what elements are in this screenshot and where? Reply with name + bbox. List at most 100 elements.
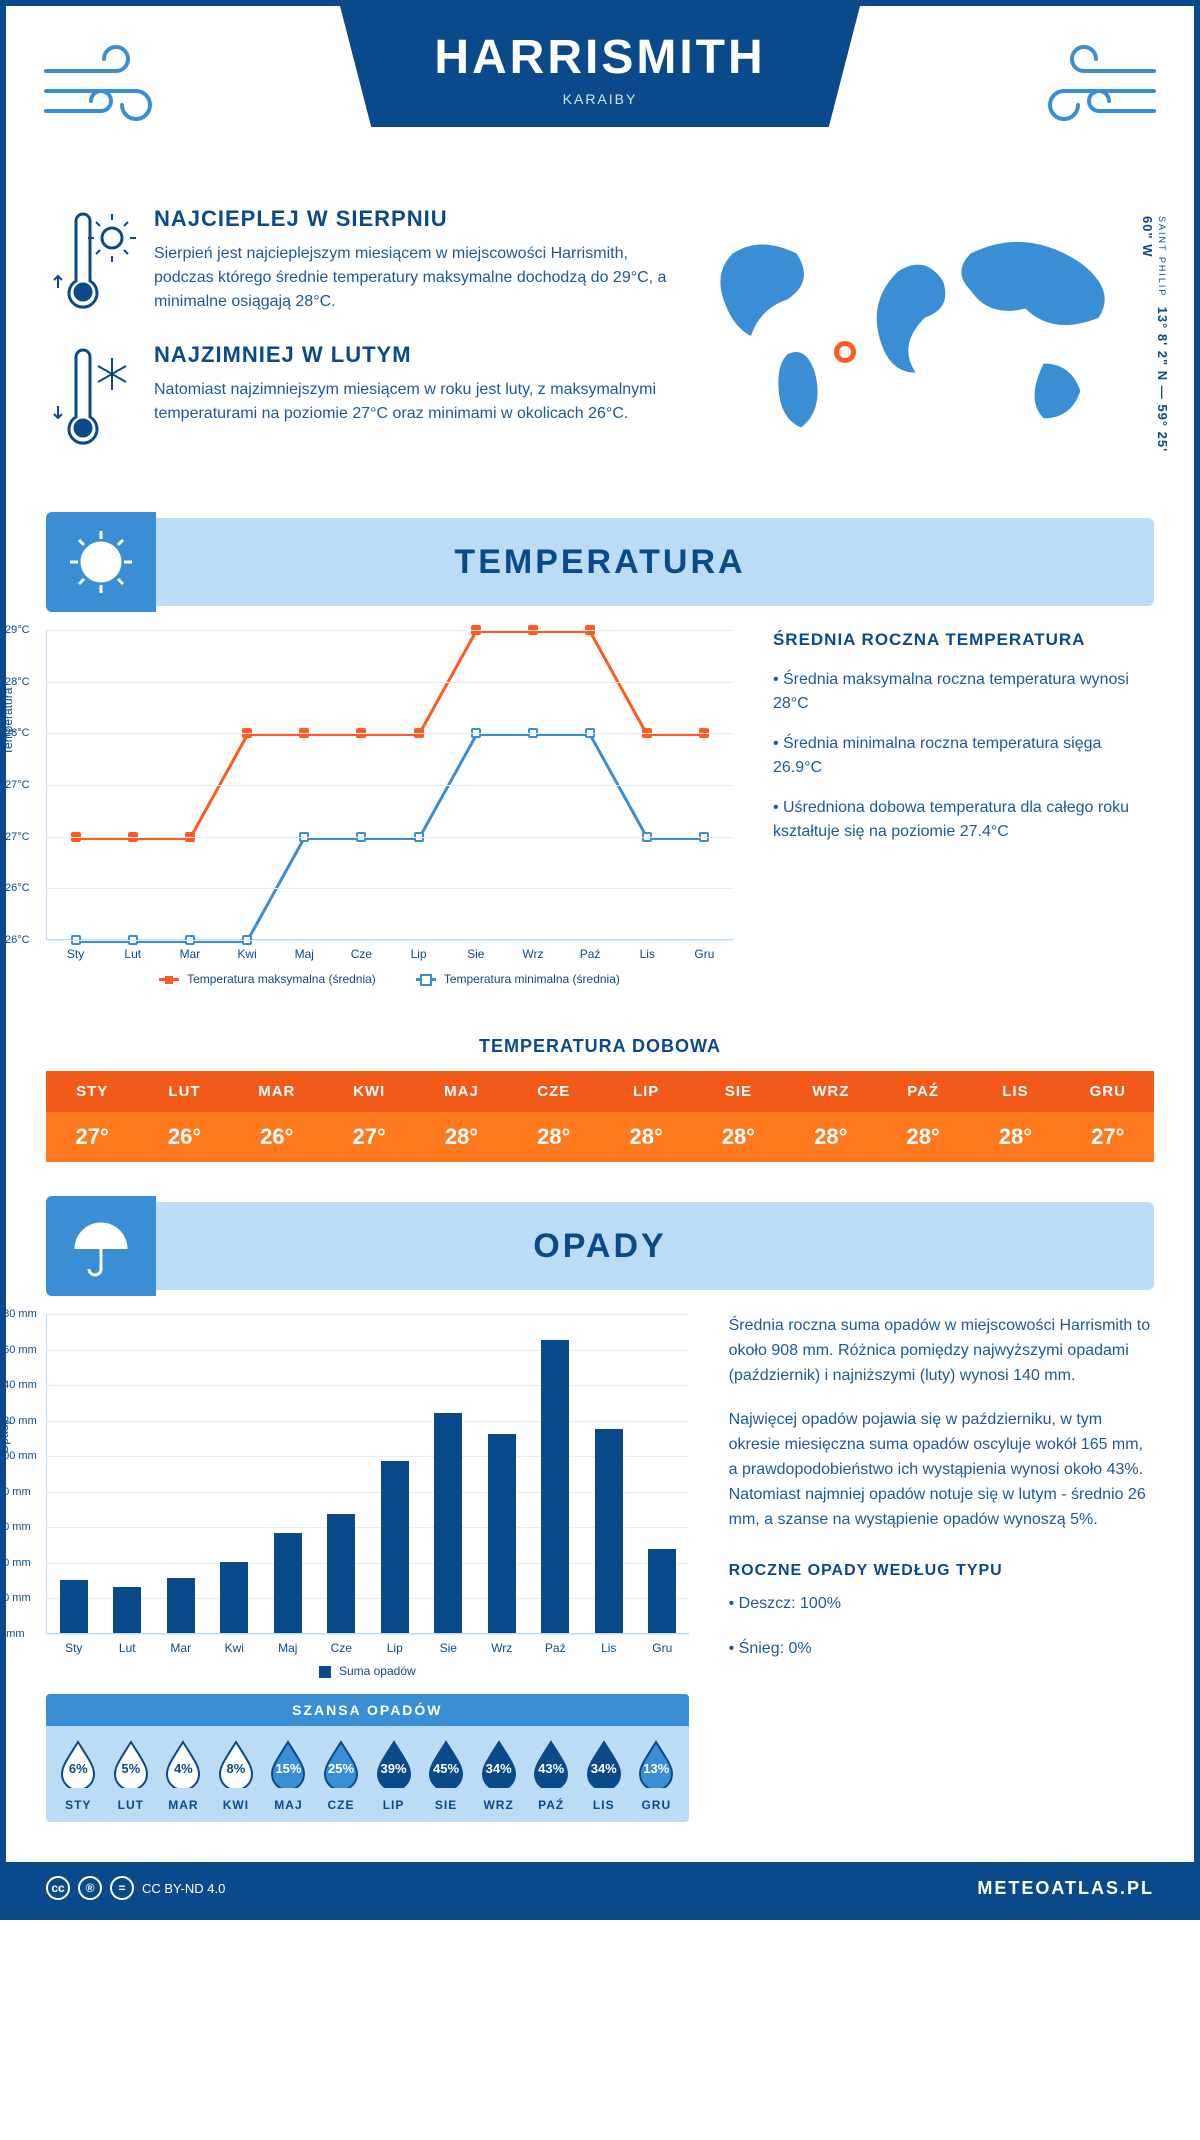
- ytick: 180 mm: [0, 1308, 37, 1320]
- rain-legend: Suma opadów: [46, 1664, 689, 1678]
- xtick: Wrz: [491, 1641, 512, 1655]
- map-pin-icon: [834, 341, 856, 363]
- chance-cell: 34%: [472, 1738, 525, 1792]
- xtick: Sie: [467, 947, 484, 961]
- title-banner: HARRISMITH KARAIBY: [340, 6, 860, 127]
- fact-cold-title: NAJZIMNIEJ W LUTYM: [154, 342, 666, 368]
- legend-min: Temperatura minimalna (średnia): [416, 972, 620, 986]
- thermometer-sun-icon: [46, 206, 136, 316]
- chance-pct: 39%: [374, 1738, 414, 1788]
- chance-cell: 34%: [577, 1738, 630, 1792]
- drop-icon: 5%: [111, 1738, 151, 1788]
- ytick: 26°C: [5, 882, 30, 894]
- fact-warm-body: Sierpień jest najcieplejszym miesiącem w…: [154, 242, 666, 314]
- daily-month: CZE: [508, 1071, 600, 1112]
- drop-icon: 6%: [58, 1738, 98, 1788]
- daily-value: 26°: [138, 1112, 230, 1162]
- rain-bar: [648, 1549, 676, 1633]
- xtick: Cze: [351, 947, 372, 961]
- temp-info-title: ŚREDNIA ROCZNA TEMPERATURA: [773, 630, 1154, 650]
- daily-value: 28°: [600, 1112, 692, 1162]
- temperature-line-chart: Temperatura 26°C26°C27°C27°C28°C28°C29°C…: [46, 630, 733, 940]
- xtick: Cze: [331, 1641, 352, 1655]
- chance-month: WRZ: [472, 1798, 525, 1812]
- intro-row: NAJCIEPLEJ W SIERPNIU Sierpień jest najc…: [6, 186, 1194, 508]
- xtick: Maj: [295, 947, 314, 961]
- daily-value: 28°: [692, 1112, 784, 1162]
- rain-type-b2: • Śnieg: 0%: [729, 1637, 1154, 1662]
- xtick: Kwi: [225, 1641, 244, 1655]
- ytick: 40 mm: [0, 1557, 31, 1569]
- brand: METEOATLAS.PL: [977, 1878, 1154, 1899]
- temperature-chart-wrap: Temperatura 26°C26°C27°C27°C28°C28°C29°C…: [46, 630, 733, 986]
- rain-bar: [113, 1587, 141, 1633]
- daily-month: MAR: [231, 1071, 323, 1112]
- chance-cell: 15%: [262, 1738, 315, 1792]
- rain-bar-chart: Opady 0 mm20 mm40 mm60 mm80 mm100 mm120 …: [46, 1314, 689, 1634]
- xtick: Kwi: [237, 947, 256, 961]
- daily-month: STY: [46, 1071, 138, 1112]
- xtick: Paź: [580, 947, 601, 961]
- rain-bar: [595, 1429, 623, 1633]
- chance-month: GRU: [630, 1798, 683, 1812]
- daily-temp-table: STYLUTMARKWIMAJCZELIPSIEWRZPAŹLISGRU 27°…: [46, 1071, 1154, 1162]
- daily-month: WRZ: [785, 1071, 877, 1112]
- drop-icon: 4%: [163, 1738, 203, 1788]
- ytick: 28°C: [5, 727, 30, 739]
- wind-icon: [1014, 36, 1164, 136]
- chance-pct: 45%: [426, 1738, 466, 1788]
- nd-icon: =: [110, 1876, 134, 1900]
- daily-value: 27°: [1062, 1112, 1154, 1162]
- page: HARRISMITH KARAIBY: [0, 0, 1200, 1920]
- chance-month: MAR: [157, 1798, 210, 1812]
- legend-max: Temperatura maksymalna (średnia): [159, 972, 376, 986]
- chance-cell: 43%: [525, 1738, 578, 1792]
- section-title-rain: OPADY: [533, 1227, 666, 1266]
- chance-pct: 34%: [584, 1738, 624, 1788]
- xtick: Lis: [601, 1641, 616, 1655]
- daily-month: SIE: [692, 1071, 784, 1112]
- ytick: 100 mm: [0, 1450, 37, 1462]
- drop-icon: 34%: [479, 1738, 519, 1788]
- footer: cc ® = CC BY-ND 4.0 METEOATLAS.PL: [6, 1862, 1194, 1914]
- xtick: Sty: [67, 947, 84, 961]
- temp-info-b1: • Średnia maksymalna roczna temperatura …: [773, 668, 1154, 716]
- daily-value: 27°: [46, 1112, 138, 1162]
- rain-bar: [274, 1533, 302, 1633]
- ytick: 140 mm: [0, 1379, 37, 1391]
- temp-info-b3: • Uśredniona dobowa temperatura dla całe…: [773, 796, 1154, 844]
- fact-warm-title: NAJCIEPLEJ W SIERPNIU: [154, 206, 666, 232]
- ytick: 60 mm: [0, 1521, 31, 1533]
- ytick: 160 mm: [0, 1344, 37, 1356]
- ytick: 120 mm: [0, 1415, 37, 1427]
- chance-pct: 43%: [531, 1738, 571, 1788]
- drop-icon: 13%: [636, 1738, 676, 1788]
- coord-region: SAINT PHILIP: [1157, 216, 1167, 297]
- xtick: Paź: [545, 1641, 566, 1655]
- daily-month: GRU: [1062, 1071, 1154, 1112]
- ytick: 80 mm: [0, 1486, 31, 1498]
- xtick: Lut: [119, 1641, 136, 1655]
- thermometer-snow-icon: [46, 342, 136, 452]
- chance-month: PAŹ: [525, 1798, 578, 1812]
- rain-bar: [220, 1562, 248, 1633]
- chance-month: STY: [52, 1798, 105, 1812]
- chance-month: LIP: [367, 1798, 420, 1812]
- chance-title: SZANSA OPADÓW: [46, 1694, 689, 1726]
- daily-value: 27°: [323, 1112, 415, 1162]
- chance-pct: 4%: [163, 1738, 203, 1788]
- wind-icon: [36, 36, 186, 136]
- chance-cell: 4%: [157, 1738, 210, 1792]
- daily-value: 28°: [969, 1112, 1061, 1162]
- daily-month: KWI: [323, 1071, 415, 1112]
- daily-value: 28°: [877, 1112, 969, 1162]
- chance-pct: 13%: [636, 1738, 676, 1788]
- chance-pct: 25%: [321, 1738, 361, 1788]
- xtick: Maj: [278, 1641, 297, 1655]
- chance-cell: 45%: [420, 1738, 473, 1792]
- ytick: 26°C: [5, 934, 30, 946]
- rain-bar: [488, 1434, 516, 1633]
- chance-cell: 13%: [630, 1738, 683, 1792]
- xtick: Wrz: [522, 947, 543, 961]
- xtick: Lip: [411, 947, 427, 961]
